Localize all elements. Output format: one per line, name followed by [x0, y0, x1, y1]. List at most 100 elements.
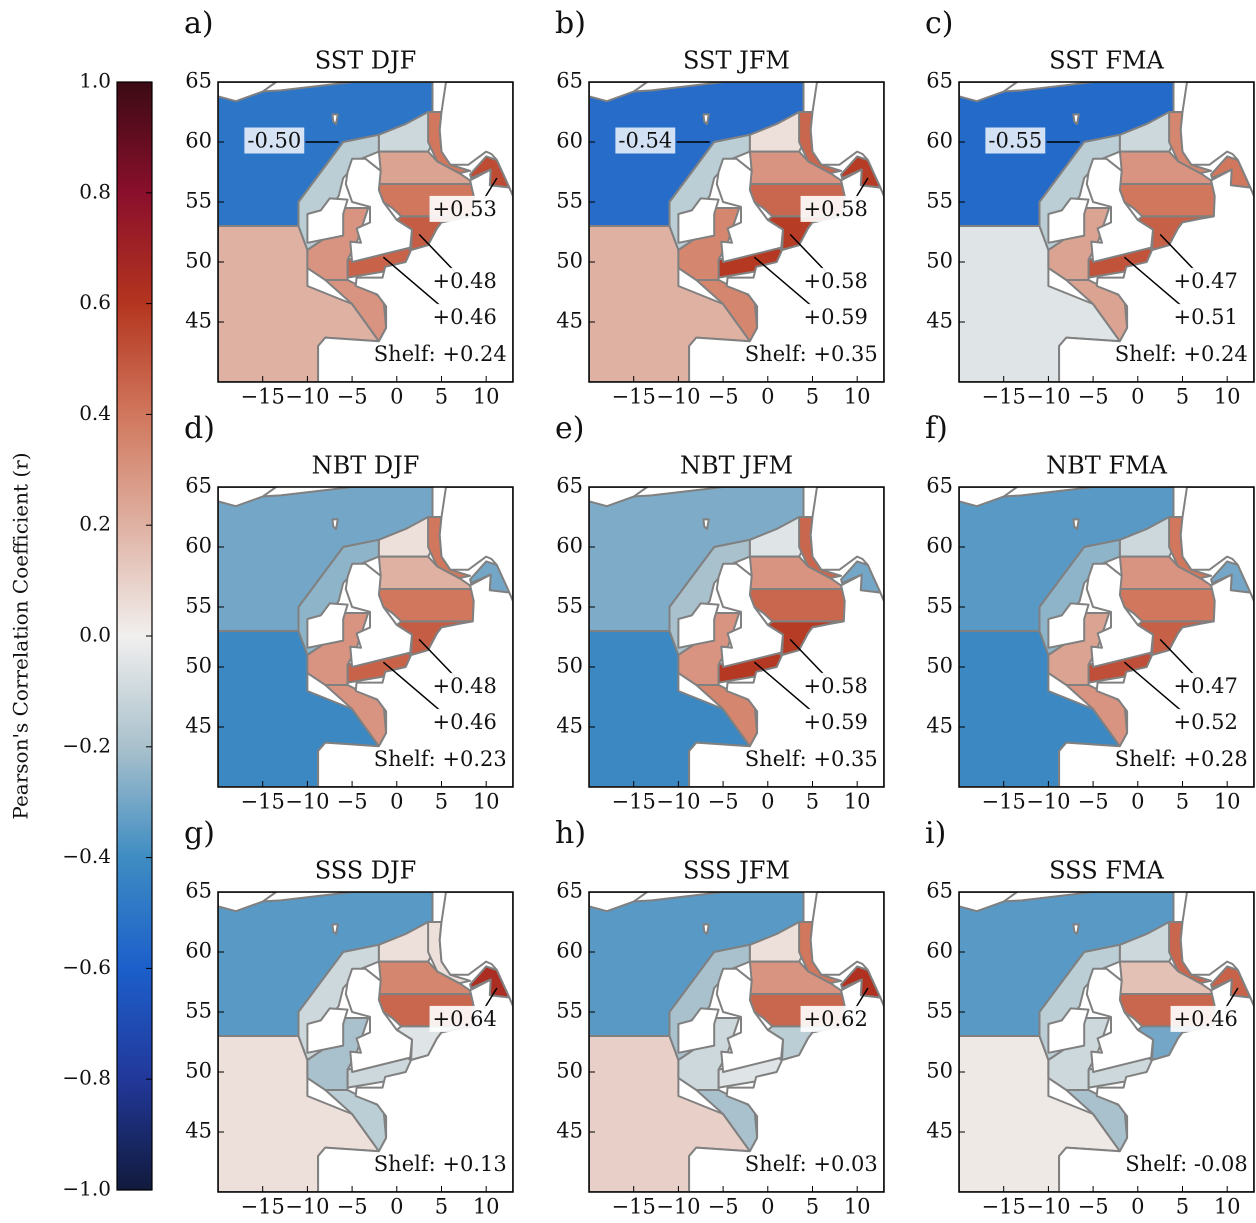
panel-letter: e) — [555, 411, 584, 446]
label-box — [429, 303, 500, 330]
x-tick-label: 10 — [844, 385, 871, 409]
annotation-line — [1123, 256, 1182, 306]
x-tick-label: 10 — [844, 1195, 871, 1219]
label-box — [1170, 303, 1241, 330]
label-box — [429, 672, 500, 699]
annotation-line — [382, 256, 441, 306]
x-tick-label: −10 — [656, 385, 700, 409]
x-tick-label: 0 — [761, 790, 774, 814]
annotation-line — [382, 661, 441, 711]
land — [1072, 518, 1080, 530]
value-label: +0.48 — [433, 674, 497, 698]
y-tick-label: 45 — [556, 714, 583, 738]
value-label: +0.58 — [804, 197, 868, 221]
y-tick-label: 60 — [926, 534, 953, 558]
annotation-line — [854, 987, 869, 1009]
land — [1179, 892, 1254, 1007]
x-tick-label: 0 — [390, 790, 403, 814]
x-tick-label: −5 — [337, 1195, 368, 1219]
x-tick-label: −15 — [241, 790, 285, 814]
x-tick-label: −15 — [982, 790, 1026, 814]
x-tick-label: 10 — [473, 385, 500, 409]
y-tick-label: 45 — [926, 1119, 953, 1143]
x-tick-label: −5 — [337, 385, 368, 409]
y-tick-label: 55 — [926, 999, 953, 1023]
x-tick-label: −5 — [1078, 385, 1109, 409]
y-tick-label: 60 — [185, 534, 212, 558]
y-tick-label: 50 — [926, 1059, 953, 1083]
land — [1058, 978, 1254, 1192]
y-tick-label: 65 — [556, 879, 583, 903]
shelf-label: Shelf: +0.35 — [745, 342, 878, 366]
map-panel — [218, 487, 513, 787]
panel-title: NBT DJF — [312, 452, 420, 480]
colorbar-tick-label: −1.0 — [62, 1177, 111, 1201]
label-box — [429, 708, 500, 735]
x-tick-label: −5 — [708, 385, 739, 409]
land — [438, 82, 513, 197]
value-label: +0.48 — [433, 269, 497, 293]
y-tick-label: 60 — [926, 939, 953, 963]
annotation-line — [483, 987, 498, 1009]
label-box — [800, 672, 871, 699]
land — [438, 487, 513, 602]
x-tick-label: −15 — [612, 385, 656, 409]
x-tick-label: −15 — [612, 790, 656, 814]
x-tick-label: 0 — [390, 1195, 403, 1219]
y-tick-label: 65 — [185, 474, 212, 498]
land — [1072, 923, 1080, 935]
land — [218, 892, 278, 913]
land — [589, 487, 649, 508]
y-tick-label: 60 — [556, 129, 583, 153]
panel-letter: a) — [184, 6, 214, 41]
x-tick-label: −15 — [241, 1195, 285, 1219]
map-panel — [959, 892, 1254, 1192]
map-panel — [959, 487, 1254, 787]
y-tick-label: 50 — [556, 654, 583, 678]
map-panel — [589, 892, 884, 1192]
y-tick-label: 55 — [926, 594, 953, 618]
land — [589, 892, 649, 913]
shelf-label: Shelf: -0.08 — [1125, 1152, 1247, 1176]
value-label: +0.46 — [1174, 1007, 1238, 1031]
axes-frame — [588, 486, 885, 788]
x-tick-label: −10 — [1026, 1195, 1070, 1219]
y-tick-label: 65 — [556, 69, 583, 93]
colorbar-tick-label: −0.4 — [62, 844, 111, 868]
y-tick-label: 50 — [185, 249, 212, 273]
value-label: +0.47 — [1174, 269, 1238, 293]
land — [306, 1007, 349, 1054]
land — [809, 487, 884, 602]
annotation-line — [483, 177, 498, 199]
y-tick-label: 50 — [185, 654, 212, 678]
y-tick-label: 50 — [556, 1059, 583, 1083]
y-tick-label: 55 — [556, 999, 583, 1023]
colorbar-tick-label: 0.4 — [79, 401, 111, 425]
y-tick-label: 55 — [556, 594, 583, 618]
value-label: +0.59 — [804, 305, 868, 329]
label-box — [429, 195, 500, 222]
map-panel — [218, 892, 513, 1192]
axes-frame — [588, 891, 885, 1193]
label-box — [800, 303, 871, 330]
land — [306, 602, 349, 649]
value-label: +0.58 — [804, 674, 868, 698]
axes-frame — [217, 486, 514, 788]
y-tick-label: 65 — [926, 474, 953, 498]
y-tick-label: 45 — [556, 1119, 583, 1143]
colorbar-tick-label: −0.8 — [62, 1066, 111, 1090]
map-panel — [959, 82, 1254, 382]
label-box — [800, 708, 871, 735]
land — [677, 197, 720, 244]
label-box — [429, 1005, 500, 1032]
x-tick-label: −10 — [1026, 385, 1070, 409]
x-tick-label: 0 — [1131, 1195, 1144, 1219]
y-tick-label: 65 — [926, 879, 953, 903]
y-tick-label: 50 — [926, 654, 953, 678]
annotation-line — [753, 661, 812, 711]
panel-title: SST JFM — [683, 47, 790, 75]
panel-title: SSS FMA — [1049, 857, 1164, 885]
x-tick-label: −5 — [708, 790, 739, 814]
x-tick-label: −5 — [1078, 790, 1109, 814]
label-box — [1170, 267, 1241, 294]
